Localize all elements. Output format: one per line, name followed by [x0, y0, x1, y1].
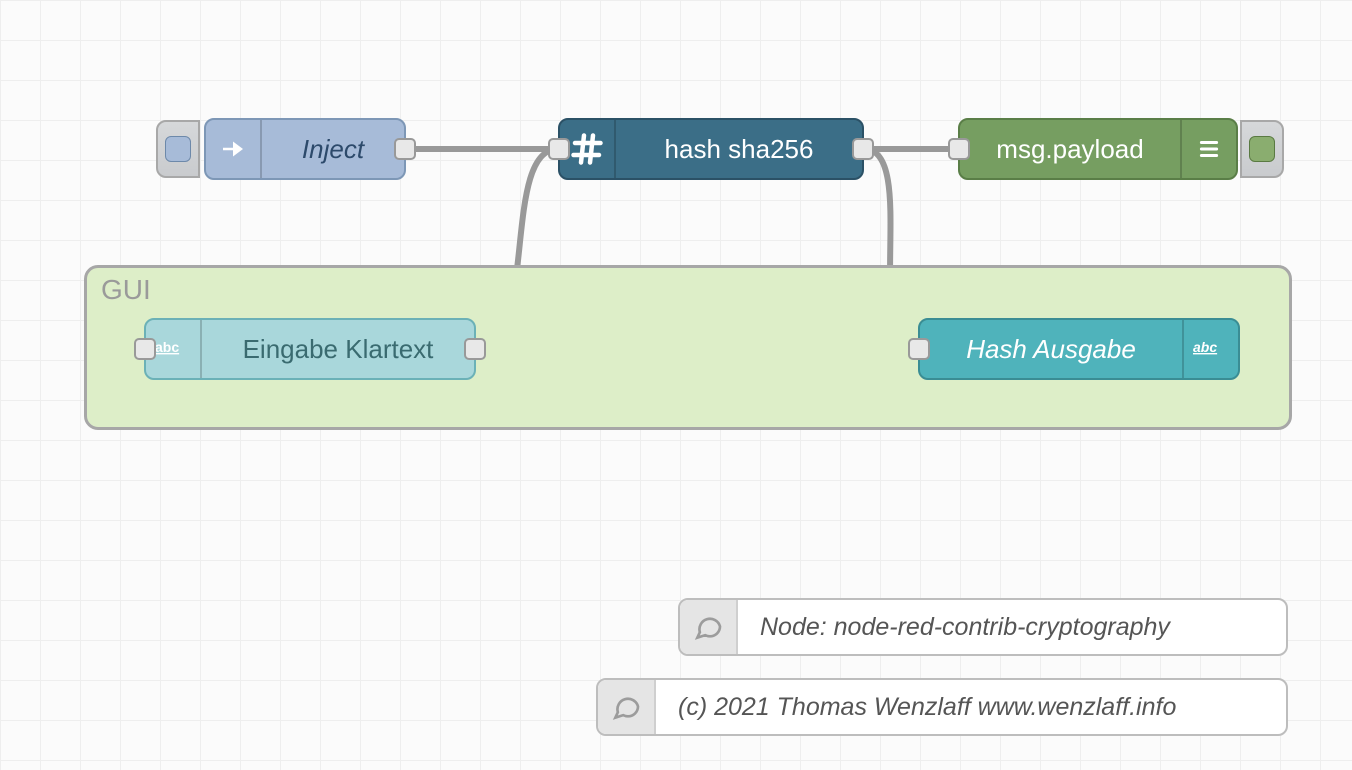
node-inject[interactable]: Inject — [204, 118, 406, 180]
inject-indicator — [165, 136, 191, 162]
comment-node[interactable]: (c) 2021 Thomas Wenzlaff www.wenzlaff.in… — [596, 678, 1288, 736]
port-in[interactable] — [948, 138, 970, 160]
node-hash[interactable]: hash sha256 — [558, 118, 864, 180]
node-label: Eingabe Klartext — [202, 334, 474, 365]
port-in[interactable] — [908, 338, 930, 360]
node-ui-text-output[interactable]: Hash Ausgabe abc — [918, 318, 1240, 380]
group-label: GUI — [101, 274, 151, 306]
port-out[interactable] — [464, 338, 486, 360]
node-ui-text-input[interactable]: abc Eingabe Klartext — [144, 318, 476, 380]
debug-indicator — [1249, 136, 1275, 162]
node-label: Inject — [262, 134, 404, 165]
speech-bubble-icon — [598, 680, 656, 734]
inject-arrow-icon — [206, 120, 262, 178]
debug-toggle-button[interactable] — [1240, 120, 1284, 178]
node-debug[interactable]: msg.payload — [958, 118, 1238, 180]
abc-icon: abc — [1182, 320, 1238, 378]
port-out[interactable] — [394, 138, 416, 160]
port-in[interactable] — [548, 138, 570, 160]
node-label: hash sha256 — [616, 134, 862, 165]
comment-node[interactable]: Node: node-red-contrib-cryptography — [678, 598, 1288, 656]
node-label: msg.payload — [960, 134, 1180, 165]
speech-bubble-icon — [680, 600, 738, 654]
svg-text:abc: abc — [155, 339, 179, 355]
debug-lines-icon — [1180, 120, 1236, 178]
node-label: Hash Ausgabe — [920, 334, 1182, 365]
port-in[interactable] — [134, 338, 156, 360]
comment-text: (c) 2021 Thomas Wenzlaff www.wenzlaff.in… — [656, 693, 1198, 722]
comment-text: Node: node-red-contrib-cryptography — [738, 613, 1192, 642]
inject-trigger-button[interactable] — [156, 120, 200, 178]
svg-text:abc: abc — [1193, 339, 1217, 355]
port-out[interactable] — [852, 138, 874, 160]
